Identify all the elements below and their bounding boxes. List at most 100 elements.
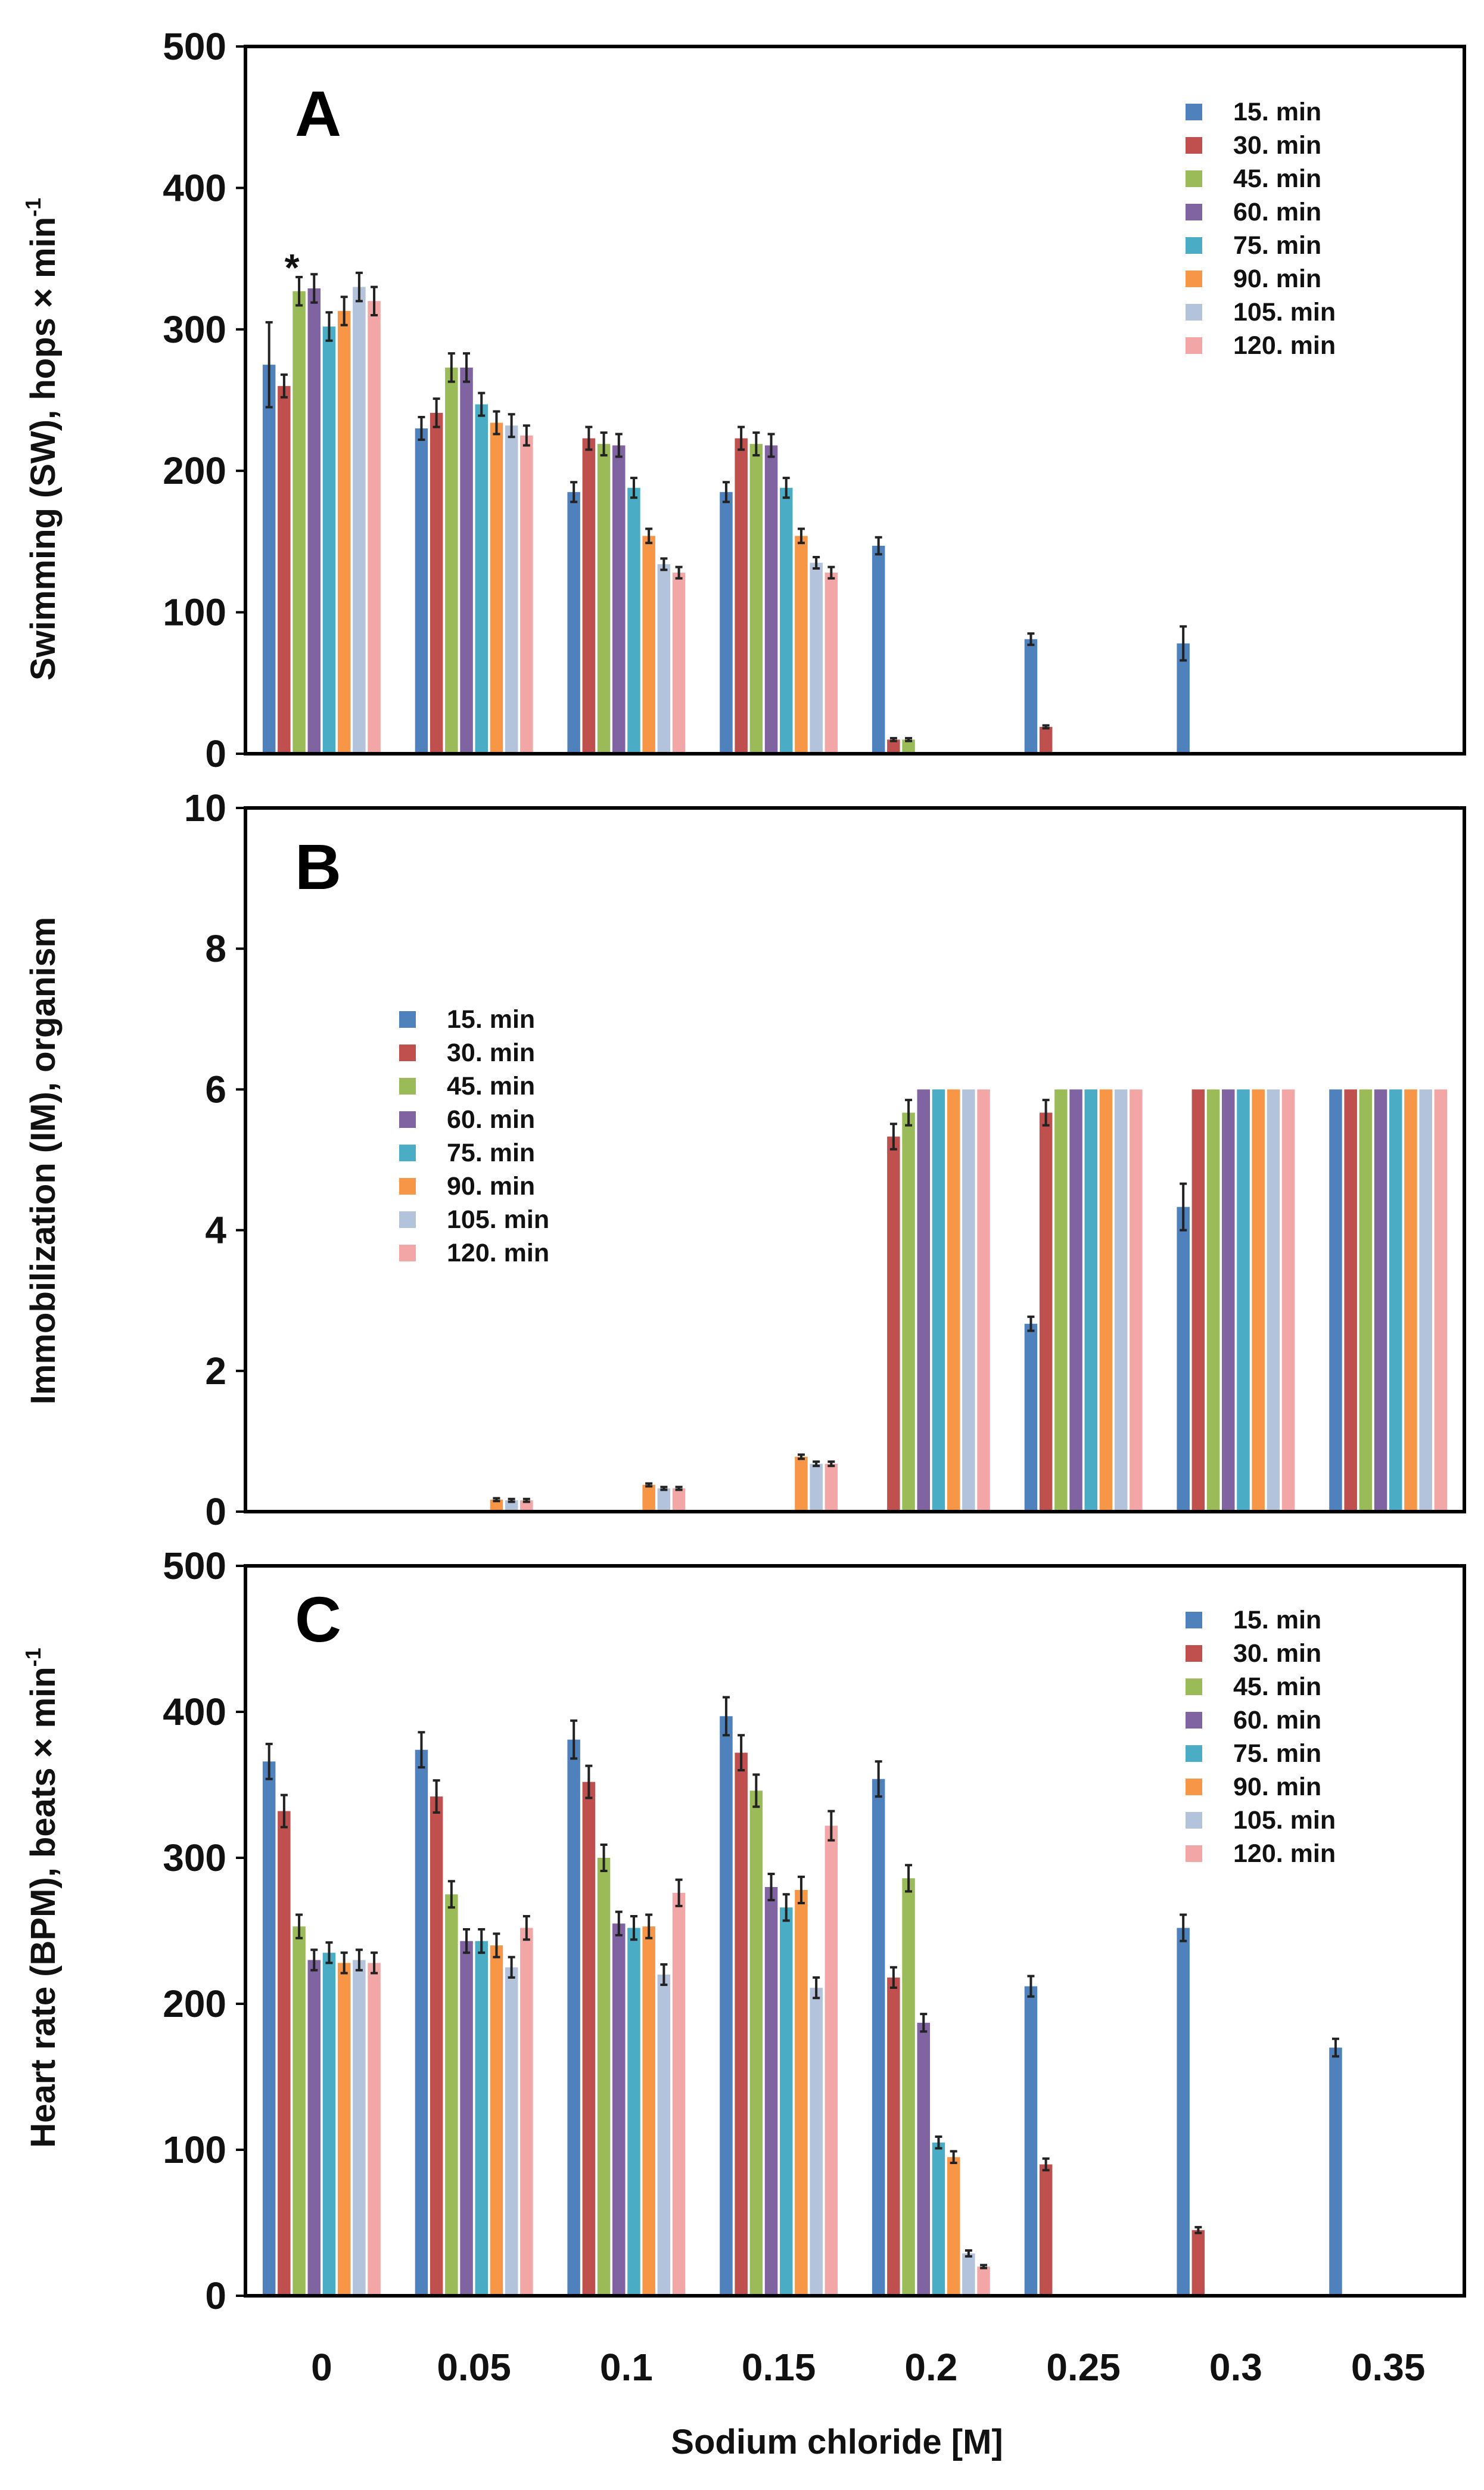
panel-b-legend-swatch xyxy=(399,1178,416,1195)
panel-a-error-bar xyxy=(493,410,500,436)
panel-b-legend-swatch xyxy=(399,1211,416,1228)
panel-b-bar-0.1-105min xyxy=(657,1488,671,1512)
panel-c-legend-label: 90. min xyxy=(1233,1773,1321,1801)
panel-a-bar-0-45min xyxy=(293,291,306,754)
panel-c-y-tick-label: 300 xyxy=(163,1836,226,1879)
panel-b-bar-0.2-90min xyxy=(947,1089,960,1512)
panel-b-bar-0.3-105min xyxy=(1267,1089,1280,1512)
panel-a-error-bar xyxy=(265,321,273,409)
panel-b-bar-0.05-90min xyxy=(490,1499,503,1512)
panel-c-bar-0.25-30min xyxy=(1039,2164,1053,2296)
panel-b-y-axis-title: Immobilization (IM), organism xyxy=(24,917,63,1404)
x-axis-title: Sodium chloride [M] xyxy=(671,2423,1003,2461)
panel-b-bar-0.25-60min xyxy=(1069,1089,1082,1512)
panel-a-error-bar xyxy=(767,433,775,458)
panel-a-bar-0.25-30min xyxy=(1039,726,1053,754)
panel-b-bar-0.25-45min xyxy=(1054,1089,1068,1512)
panel-c-bar-0.15-30min xyxy=(735,1752,748,2296)
panel-c-error-bar xyxy=(797,1875,805,1904)
x-axis-tick-labels: 0 0.05 0.1 0.15 0.2 0.25 0.3 0.35 xyxy=(311,2346,1425,2389)
panel-b-bar-0.1-90min xyxy=(642,1485,655,1512)
panel-a-bar-0.1-105min xyxy=(657,564,671,754)
panel-a-error-bar xyxy=(1180,625,1187,662)
x-tick-label: 0.25 xyxy=(1046,2346,1121,2389)
panel-a-error-bar xyxy=(905,736,913,742)
panel-a-bar-0.2-45min xyxy=(902,739,915,754)
panel-a-bar-0.05-75min xyxy=(475,404,488,754)
panel-a-bar-0.05-60min xyxy=(460,367,473,754)
panel-c-error-bar xyxy=(660,1963,668,1987)
panel-b-bar-0.35-60min xyxy=(1374,1089,1387,1512)
panel-c-legend-label: 105. min xyxy=(1233,1806,1336,1835)
panel-c-bar-0.15-75min xyxy=(780,1907,793,2296)
panel-c-bar-0.05-120min xyxy=(520,1928,533,2296)
panel-a-y-tick-label: 0 xyxy=(205,732,226,775)
x-tick-label: 0.15 xyxy=(742,2346,816,2389)
panel-a-bar-0.05-45min xyxy=(445,367,458,754)
panel-a-error-bar xyxy=(340,296,348,327)
panel-a-error-bar xyxy=(310,273,318,304)
panel-c-error-bar xyxy=(433,1779,440,1814)
panel-a-bar-0.2-15min xyxy=(872,546,885,754)
panel-a-legend-label: 90. min xyxy=(1233,265,1321,293)
panel-a-bar-0.05-105min xyxy=(505,425,518,754)
panel-c-bar-0.2-75min xyxy=(932,2142,945,2296)
panel-c-error-bar xyxy=(310,1948,318,1972)
panel-c-error-bar xyxy=(508,1956,515,1979)
panel-a-legend-label: 45. min xyxy=(1233,164,1321,193)
panel-a-error-bar xyxy=(280,373,288,399)
panel-a-error-bar xyxy=(797,527,805,545)
panel-b-error-bar xyxy=(827,1460,835,1468)
panel-b-bar-0.1-120min xyxy=(672,1488,686,1512)
panel-b-bar-0.25-75min xyxy=(1084,1089,1097,1512)
panel-b-bar-0.15-105min xyxy=(810,1463,823,1512)
panel-b-bar-0.3-30min xyxy=(1191,1089,1205,1512)
panel-a-bar-0.1-60min xyxy=(612,445,626,754)
panel-c-letter: C xyxy=(295,1583,341,1655)
panel-c-error-bar xyxy=(295,1913,303,1939)
panel-a-error-bar xyxy=(371,285,378,317)
x-tick-label: 0.35 xyxy=(1351,2346,1426,2389)
panel-c-bar-0.05-45min xyxy=(445,1894,458,2296)
panel-c-error-bar xyxy=(889,1966,897,1989)
panel-a-bar-0.15-120min xyxy=(825,573,838,754)
panel-b-bar-0.35-15min xyxy=(1329,1089,1342,1512)
panel-a-error-bar xyxy=(827,565,835,580)
panel-a-error-bar xyxy=(675,565,683,580)
panel-c-bar-0.2-120min xyxy=(977,2267,990,2296)
panel-a-error-bar xyxy=(722,481,730,503)
panel-c-error-bar xyxy=(463,1928,471,1954)
panel-b-bar-0.35-90min xyxy=(1404,1089,1417,1512)
panel-b-error-bar xyxy=(905,1099,913,1127)
panel-b-legend-swatch xyxy=(399,1078,416,1095)
panel-a-error-bar xyxy=(630,477,637,499)
panel-c-bar-0.05-105min xyxy=(505,1967,518,2296)
panel-b-bar-0.3-75min xyxy=(1237,1089,1250,1512)
panel-c-error-bar xyxy=(615,1910,623,1936)
panel-a-bar-0-60min xyxy=(307,288,321,754)
panel-c-legend-swatch xyxy=(1186,1779,1202,1795)
panel-c-legend-swatch xyxy=(1186,1712,1202,1729)
panel-c-bar-0.05-15min xyxy=(415,1749,428,2296)
panel-b-bar-0.2-105min xyxy=(962,1089,975,1512)
panel-b-error-bar xyxy=(660,1485,668,1491)
panel-b-bar-0.2-45min xyxy=(902,1112,915,1512)
panel-a-bar-0.15-15min xyxy=(720,492,733,754)
panel-c-bar-0.1-45min xyxy=(597,1858,611,2296)
panel-c-bar-0.1-120min xyxy=(672,1892,686,2296)
panel-a-y-tick-label: 200 xyxy=(163,449,226,492)
panel-c-error-bar xyxy=(767,1872,775,1902)
panel-b-y-tick-label: 8 xyxy=(205,927,226,970)
panel-a-legend-label: 30. min xyxy=(1233,131,1321,160)
panel-c-error-bar xyxy=(1027,1975,1035,1998)
panel-b-legend-label: 15. min xyxy=(447,1005,535,1034)
panel-a-bar-0.1-75min xyxy=(627,487,640,754)
panel-a-legend-swatch xyxy=(1186,137,1202,154)
panel-a-bar-0-90min xyxy=(337,310,351,754)
panel-a-bar-0.1-30min xyxy=(582,438,596,754)
panel-c-bar-0-75min xyxy=(322,1953,336,2296)
panel-a-error-bar xyxy=(478,391,486,417)
panel-b-error-bar xyxy=(493,1497,500,1503)
panel-b-legend-label: 45. min xyxy=(447,1072,535,1101)
panel-a-bar-0.1-120min xyxy=(672,573,686,754)
